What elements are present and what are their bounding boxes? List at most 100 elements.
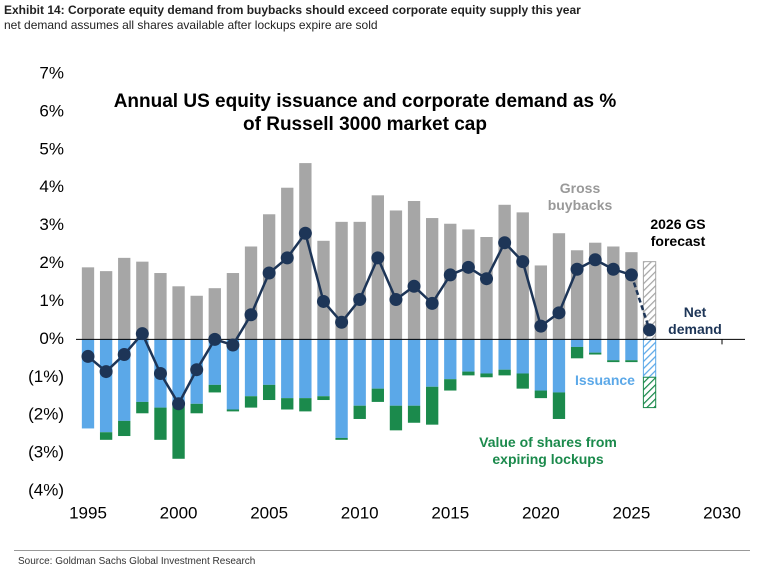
bar <box>552 392 566 419</box>
bar <box>281 339 294 399</box>
point <box>425 296 439 310</box>
bar <box>99 339 113 433</box>
bar <box>81 267 95 340</box>
point <box>552 306 566 320</box>
y-tick-label: 6% <box>39 101 64 120</box>
point <box>534 319 548 333</box>
point <box>99 365 113 379</box>
bar <box>480 339 493 374</box>
point <box>389 293 403 307</box>
bar <box>552 339 566 393</box>
bar <box>462 229 475 340</box>
bar <box>172 286 185 340</box>
series-label: Value of shares from expiring lockups <box>479 434 617 467</box>
x-tick-label: 2030 <box>703 503 741 522</box>
bar <box>371 339 384 389</box>
bar <box>516 373 529 389</box>
exhibit-title: Exhibit 14: Corporate equity demand from… <box>4 3 581 17</box>
bar <box>462 371 475 376</box>
bar <box>589 339 602 353</box>
bar <box>208 288 221 340</box>
bar <box>444 339 457 380</box>
line-segment <box>304 232 325 302</box>
series-label: Issuance <box>575 372 635 388</box>
bar <box>498 339 511 370</box>
bar <box>118 257 131 340</box>
line-segment <box>485 242 506 280</box>
source: Source: Goldman Sachs Global Investment … <box>18 556 256 567</box>
point <box>407 279 421 293</box>
bar <box>190 295 203 340</box>
bar <box>389 339 403 406</box>
point <box>81 349 95 363</box>
bar <box>570 339 584 347</box>
y-tick-label: (4%) <box>28 480 64 499</box>
bar <box>317 339 330 397</box>
series-label: Gross buybacks <box>547 180 613 213</box>
point <box>262 266 276 280</box>
y-tick-label: 5% <box>39 139 64 158</box>
x-tick-label: 2015 <box>431 503 469 522</box>
bar <box>371 388 384 402</box>
bar <box>480 373 493 378</box>
bar <box>570 346 584 359</box>
bar <box>208 339 221 385</box>
bar <box>262 384 276 401</box>
y-tick-label: 0% <box>39 329 64 348</box>
line-segment <box>630 274 651 331</box>
point <box>624 268 638 282</box>
x-tick-label: 2000 <box>160 503 198 522</box>
series-label: Net demand <box>668 304 722 337</box>
bar <box>625 360 638 363</box>
line-segment <box>141 333 162 374</box>
bar <box>516 339 529 374</box>
point <box>153 366 167 380</box>
line-segment <box>521 261 543 327</box>
point <box>226 338 240 352</box>
bar <box>444 379 457 391</box>
bar <box>353 339 366 406</box>
bar <box>498 369 511 376</box>
bar <box>625 339 638 361</box>
bar <box>317 240 330 340</box>
line-segment <box>249 272 271 316</box>
point <box>498 236 512 250</box>
bar <box>407 200 421 340</box>
bar <box>534 390 548 399</box>
point <box>117 348 131 362</box>
bar <box>534 339 548 391</box>
bar <box>244 396 258 408</box>
bar <box>607 339 620 361</box>
point <box>443 268 457 282</box>
bar <box>607 246 620 340</box>
forecast-label: 2026 GS forecast <box>650 216 706 249</box>
bar <box>462 339 475 372</box>
x-tick-label: 2020 <box>522 503 560 522</box>
bar <box>426 339 439 387</box>
bar <box>136 401 149 414</box>
bar <box>552 233 566 340</box>
y-tick-label: 3% <box>39 215 64 234</box>
bar <box>136 339 149 402</box>
bar <box>589 242 602 340</box>
bar <box>244 339 258 397</box>
point <box>190 363 204 377</box>
bar <box>407 405 421 423</box>
bar <box>172 405 185 459</box>
exhibit-subtitle: net demand assumes all shares available … <box>4 18 378 32</box>
point <box>371 251 385 265</box>
point <box>280 251 294 265</box>
y-tick-label: (1%) <box>28 367 64 386</box>
bar <box>335 437 348 440</box>
bar <box>99 432 113 440</box>
bar <box>317 396 330 401</box>
bar <box>371 195 384 340</box>
bar <box>299 339 312 399</box>
point <box>461 260 475 274</box>
point <box>353 293 367 307</box>
bar <box>244 246 258 340</box>
line-segment <box>376 257 398 301</box>
bar <box>498 204 511 340</box>
x-tick-label: 2025 <box>613 503 651 522</box>
bar <box>335 339 348 438</box>
